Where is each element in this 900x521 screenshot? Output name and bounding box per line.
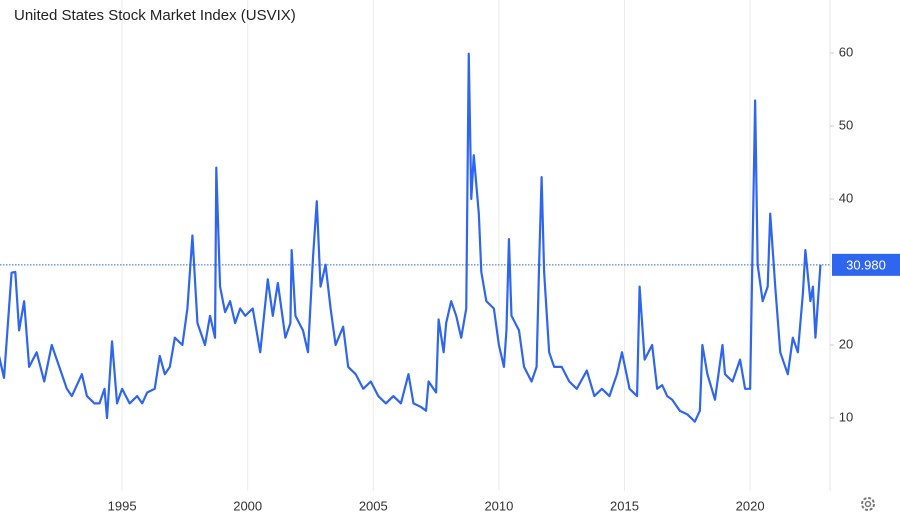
y-tick-label: 10 (839, 409, 853, 424)
chart-title: United States Stock Market Index (USVIX) (14, 7, 296, 24)
settings-icon[interactable] (861, 497, 875, 511)
reference-label: 30.980 (846, 257, 886, 272)
x-tick-label: 2020 (736, 498, 765, 513)
gear-teeth[interactable] (861, 497, 875, 511)
y-tick-label: 20 (839, 336, 853, 351)
x-tick-label: 2010 (484, 498, 513, 513)
x-tick-label: 1995 (108, 498, 137, 513)
y-tick-label: 40 (839, 190, 853, 205)
x-tick-label: 2000 (233, 498, 262, 513)
reference-label-box (832, 253, 900, 276)
y-tick-label: 50 (839, 117, 853, 132)
x-tick-label: 2015 (610, 498, 639, 513)
data-line (0, 52, 822, 423)
y-tick-label: 60 (839, 44, 853, 59)
x-tick-label: 2005 (359, 498, 388, 513)
gear-hub[interactable] (864, 500, 872, 508)
